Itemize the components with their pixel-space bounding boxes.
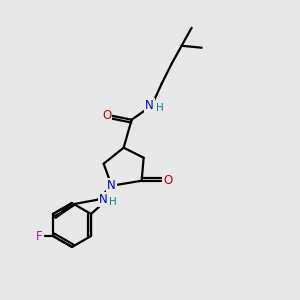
Text: O: O — [163, 174, 172, 187]
Text: F: F — [36, 230, 42, 242]
Text: H: H — [156, 103, 164, 113]
Text: N: N — [99, 193, 108, 206]
Text: H: H — [109, 197, 116, 207]
Text: O: O — [102, 109, 111, 122]
Text: N: N — [145, 99, 154, 112]
Text: N: N — [107, 179, 116, 192]
